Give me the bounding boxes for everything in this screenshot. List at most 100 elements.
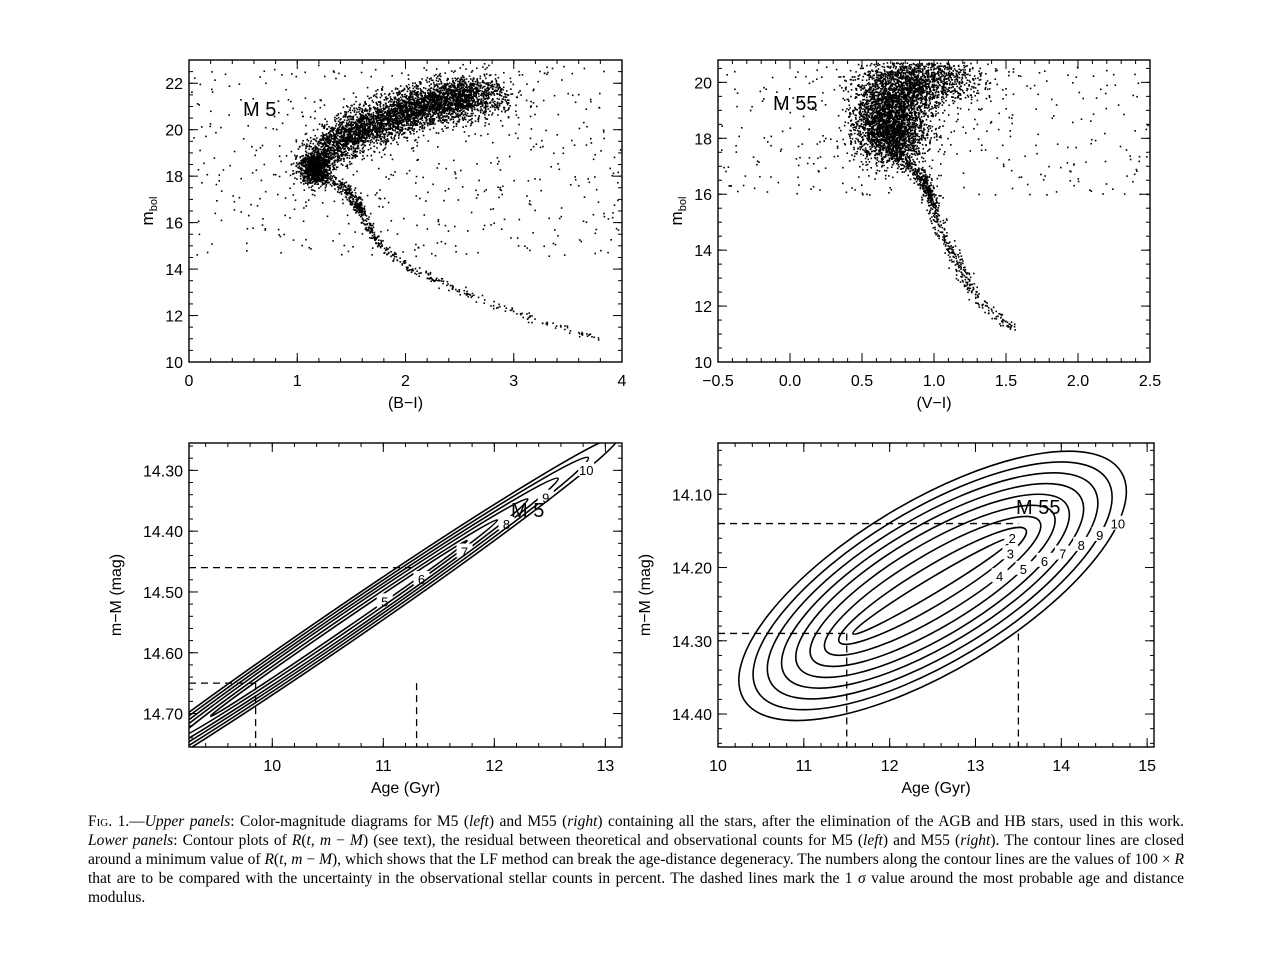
star-point [379, 118, 382, 120]
star-point [449, 107, 452, 110]
star-point [446, 99, 448, 101]
star-point [430, 77, 432, 79]
x-tick-label: 2 [401, 373, 410, 390]
star-point [487, 94, 489, 96]
star-point [441, 122, 444, 124]
star-point [451, 115, 453, 118]
star-point [408, 83, 410, 86]
star-point [302, 180, 304, 182]
star-point [410, 114, 413, 117]
star-point [470, 121, 473, 123]
star-point [351, 135, 353, 137]
star-point [434, 123, 436, 125]
star-point [393, 103, 395, 106]
star-point [385, 124, 387, 127]
star-point [429, 108, 432, 111]
star-point [407, 126, 410, 129]
star-point [491, 112, 494, 114]
star-point [441, 89, 444, 92]
star-point [397, 126, 399, 129]
star-point [473, 98, 475, 101]
star-point [315, 170, 317, 172]
star-point [403, 117, 406, 119]
star-point [382, 124, 384, 126]
star-point [453, 100, 455, 103]
star-point [332, 168, 334, 171]
star-point [484, 68, 487, 71]
star-point [411, 93, 413, 96]
star-point [318, 153, 320, 156]
star-point [390, 142, 392, 145]
star-point [476, 104, 478, 107]
star-point [331, 141, 334, 143]
star-point [306, 167, 309, 169]
star-point [464, 111, 467, 114]
star-point [331, 128, 333, 131]
star-point [507, 116, 510, 118]
star-point [339, 125, 342, 127]
star-point [419, 125, 421, 128]
star-point [302, 174, 304, 177]
star-point [447, 103, 449, 105]
star-point [410, 124, 412, 126]
star-point [349, 124, 352, 126]
star-point [430, 79, 433, 81]
star-point [338, 145, 340, 147]
star-point [322, 145, 324, 148]
star-point [409, 124, 411, 126]
star-point [366, 154, 369, 157]
star-point [497, 83, 499, 85]
star-point [383, 115, 386, 117]
star-point [327, 157, 330, 160]
star-point [401, 124, 403, 126]
star-point [300, 177, 302, 180]
star-point [435, 77, 438, 79]
star-point [481, 81, 484, 84]
star-point [360, 118, 363, 121]
star-point [473, 106, 476, 108]
star-point [416, 110, 418, 112]
star-point [326, 160, 328, 163]
star-point [415, 114, 417, 116]
star-point [459, 100, 462, 103]
star-point [367, 134, 369, 136]
star-point [434, 95, 436, 98]
star-point [468, 97, 470, 100]
star-point [470, 91, 473, 93]
star-point [465, 99, 468, 101]
star-point [472, 93, 475, 96]
star-point [337, 113, 340, 115]
star-point [476, 78, 478, 80]
star-point [471, 79, 474, 81]
star-point [372, 123, 374, 125]
star-point [469, 103, 472, 105]
star-point [415, 93, 417, 95]
star-point [350, 148, 353, 151]
star-point [324, 134, 327, 136]
star-point [461, 103, 464, 105]
star-point [472, 100, 475, 102]
star-point [485, 118, 487, 120]
star-point [434, 89, 436, 91]
star-point [311, 148, 314, 150]
star-point [496, 107, 499, 109]
star-point [455, 114, 458, 116]
star-point [350, 122, 352, 125]
star-point [355, 125, 357, 128]
star-point [475, 96, 478, 99]
star-point [444, 109, 447, 112]
star-point [456, 95, 459, 97]
star-point [435, 95, 438, 97]
star-point [422, 97, 425, 100]
star-point [470, 123, 473, 125]
star-point [298, 165, 301, 167]
star-point [416, 103, 419, 106]
star-point [307, 164, 310, 167]
star-point [385, 128, 387, 131]
star-point [338, 138, 340, 141]
star-point [369, 140, 371, 142]
star-point [365, 109, 367, 111]
star-point [406, 108, 408, 110]
star-point [345, 142, 347, 145]
star-point [456, 99, 459, 102]
